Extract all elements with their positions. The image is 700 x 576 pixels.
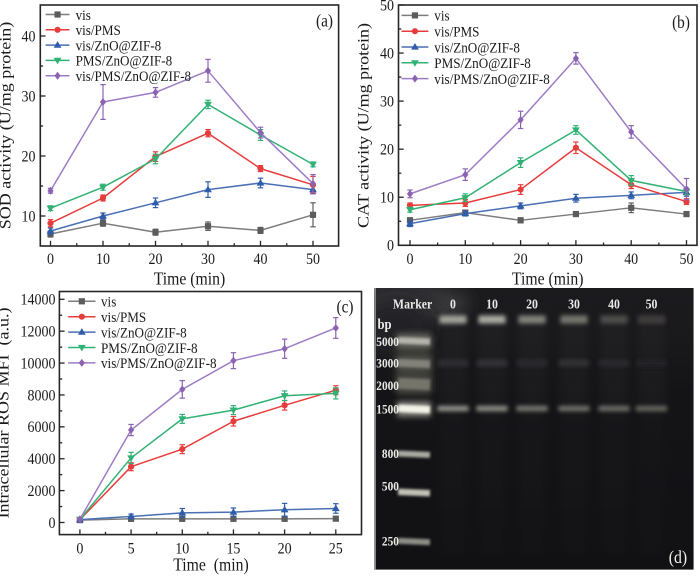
svg-text:(b): (b) xyxy=(672,12,690,32)
svg-text:25: 25 xyxy=(329,541,343,558)
svg-text:vis/PMS: vis/PMS xyxy=(434,24,479,41)
svg-text:10: 10 xyxy=(380,190,394,207)
svg-text:20: 20 xyxy=(526,297,538,312)
svg-text:CAT activity (U/mg protein): CAT activity (U/mg protein) xyxy=(355,23,373,228)
svg-text:20: 20 xyxy=(149,251,163,268)
svg-text:30: 30 xyxy=(568,297,580,312)
svg-text:(a): (a) xyxy=(316,11,333,31)
svg-text:PMS/ZnO@ZIF-8: PMS/ZnO@ZIF-8 xyxy=(434,55,531,72)
svg-text:50: 50 xyxy=(380,0,394,15)
svg-text:10: 10 xyxy=(175,541,189,558)
svg-text:10: 10 xyxy=(486,297,498,312)
svg-text:vis/PMS/ZnO@ZIF-8: vis/PMS/ZnO@ZIF-8 xyxy=(101,355,217,372)
svg-text:30: 30 xyxy=(22,89,36,106)
svg-text:40: 40 xyxy=(624,251,638,268)
svg-text:Time (min): Time (min) xyxy=(154,269,226,289)
svg-text:vis/ZnO@ZIF-8: vis/ZnO@ZIF-8 xyxy=(101,325,187,342)
svg-text:(c): (c) xyxy=(337,297,354,317)
svg-text:10: 10 xyxy=(22,209,36,226)
svg-text:8000: 8000 xyxy=(28,388,56,405)
svg-text:Time (min): Time (min) xyxy=(512,269,584,289)
svg-text:30: 30 xyxy=(201,251,215,268)
svg-text:50: 50 xyxy=(680,251,694,268)
svg-text:20: 20 xyxy=(380,142,394,159)
svg-text:30: 30 xyxy=(569,251,583,268)
svg-text:15: 15 xyxy=(226,541,240,558)
svg-text:PMS/ZnO@ZIF-8: PMS/ZnO@ZIF-8 xyxy=(101,340,198,357)
svg-text:500: 500 xyxy=(382,479,399,494)
svg-text:0: 0 xyxy=(47,251,54,268)
svg-text:PMS/ZnO@ZIF-8: PMS/ZnO@ZIF-8 xyxy=(76,53,173,70)
svg-text:0: 0 xyxy=(49,515,56,532)
svg-text:Time (min): Time (min) xyxy=(173,555,249,575)
svg-text:Intracellular ROS MFI (a.u.): Intracellular ROS MFI (a.u.) xyxy=(0,308,12,519)
svg-text:vis/PMS/ZnO@ZIF-8: vis/PMS/ZnO@ZIF-8 xyxy=(76,68,192,85)
svg-text:20: 20 xyxy=(514,251,528,268)
svg-text:14000: 14000 xyxy=(21,292,56,309)
svg-text:vis: vis xyxy=(101,294,116,311)
svg-text:2000: 2000 xyxy=(28,483,56,500)
svg-text:vis/PMS/ZnO@ZIF-8: vis/PMS/ZnO@ZIF-8 xyxy=(434,71,550,88)
svg-text:vis: vis xyxy=(434,8,449,25)
svg-text:vis/ZnO@ZIF-8: vis/ZnO@ZIF-8 xyxy=(76,38,162,55)
svg-text:30: 30 xyxy=(380,94,394,111)
svg-text:Marker: Marker xyxy=(393,297,433,312)
svg-text:vis/PMS: vis/PMS xyxy=(101,309,146,326)
svg-text:40: 40 xyxy=(380,46,394,63)
svg-text:10: 10 xyxy=(458,251,472,268)
svg-text:1500: 1500 xyxy=(376,402,399,417)
svg-text:4000: 4000 xyxy=(28,451,56,468)
svg-text:vis: vis xyxy=(76,7,91,24)
svg-text:0: 0 xyxy=(406,251,413,268)
svg-text:10000: 10000 xyxy=(21,356,56,373)
svg-text:5: 5 xyxy=(128,541,135,558)
svg-text:0: 0 xyxy=(76,541,83,558)
svg-text:40: 40 xyxy=(608,297,620,312)
svg-text:800: 800 xyxy=(382,446,399,461)
svg-text:40: 40 xyxy=(22,29,36,46)
svg-text:12000: 12000 xyxy=(21,324,56,341)
svg-text:vis/PMS: vis/PMS xyxy=(76,22,121,39)
svg-text:6000: 6000 xyxy=(28,419,56,436)
svg-text:40: 40 xyxy=(254,251,268,268)
svg-text:5000: 5000 xyxy=(376,334,399,349)
svg-text:3000: 3000 xyxy=(376,356,399,371)
svg-text:10: 10 xyxy=(96,251,110,268)
svg-text:0: 0 xyxy=(387,238,394,255)
svg-text:50: 50 xyxy=(646,297,658,312)
svg-text:50: 50 xyxy=(306,251,320,268)
svg-text:2000: 2000 xyxy=(376,378,399,393)
svg-text:SOD activity (U/mg protein): SOD activity (U/mg protein) xyxy=(0,22,14,229)
svg-text:0: 0 xyxy=(450,297,456,312)
svg-text:bp: bp xyxy=(378,316,392,332)
svg-text:(d): (d) xyxy=(669,547,687,567)
svg-text:20: 20 xyxy=(22,149,36,166)
svg-text:vis/ZnO@ZIF-8: vis/ZnO@ZIF-8 xyxy=(434,40,520,57)
svg-text:20: 20 xyxy=(278,541,292,558)
svg-text:250: 250 xyxy=(382,534,399,549)
